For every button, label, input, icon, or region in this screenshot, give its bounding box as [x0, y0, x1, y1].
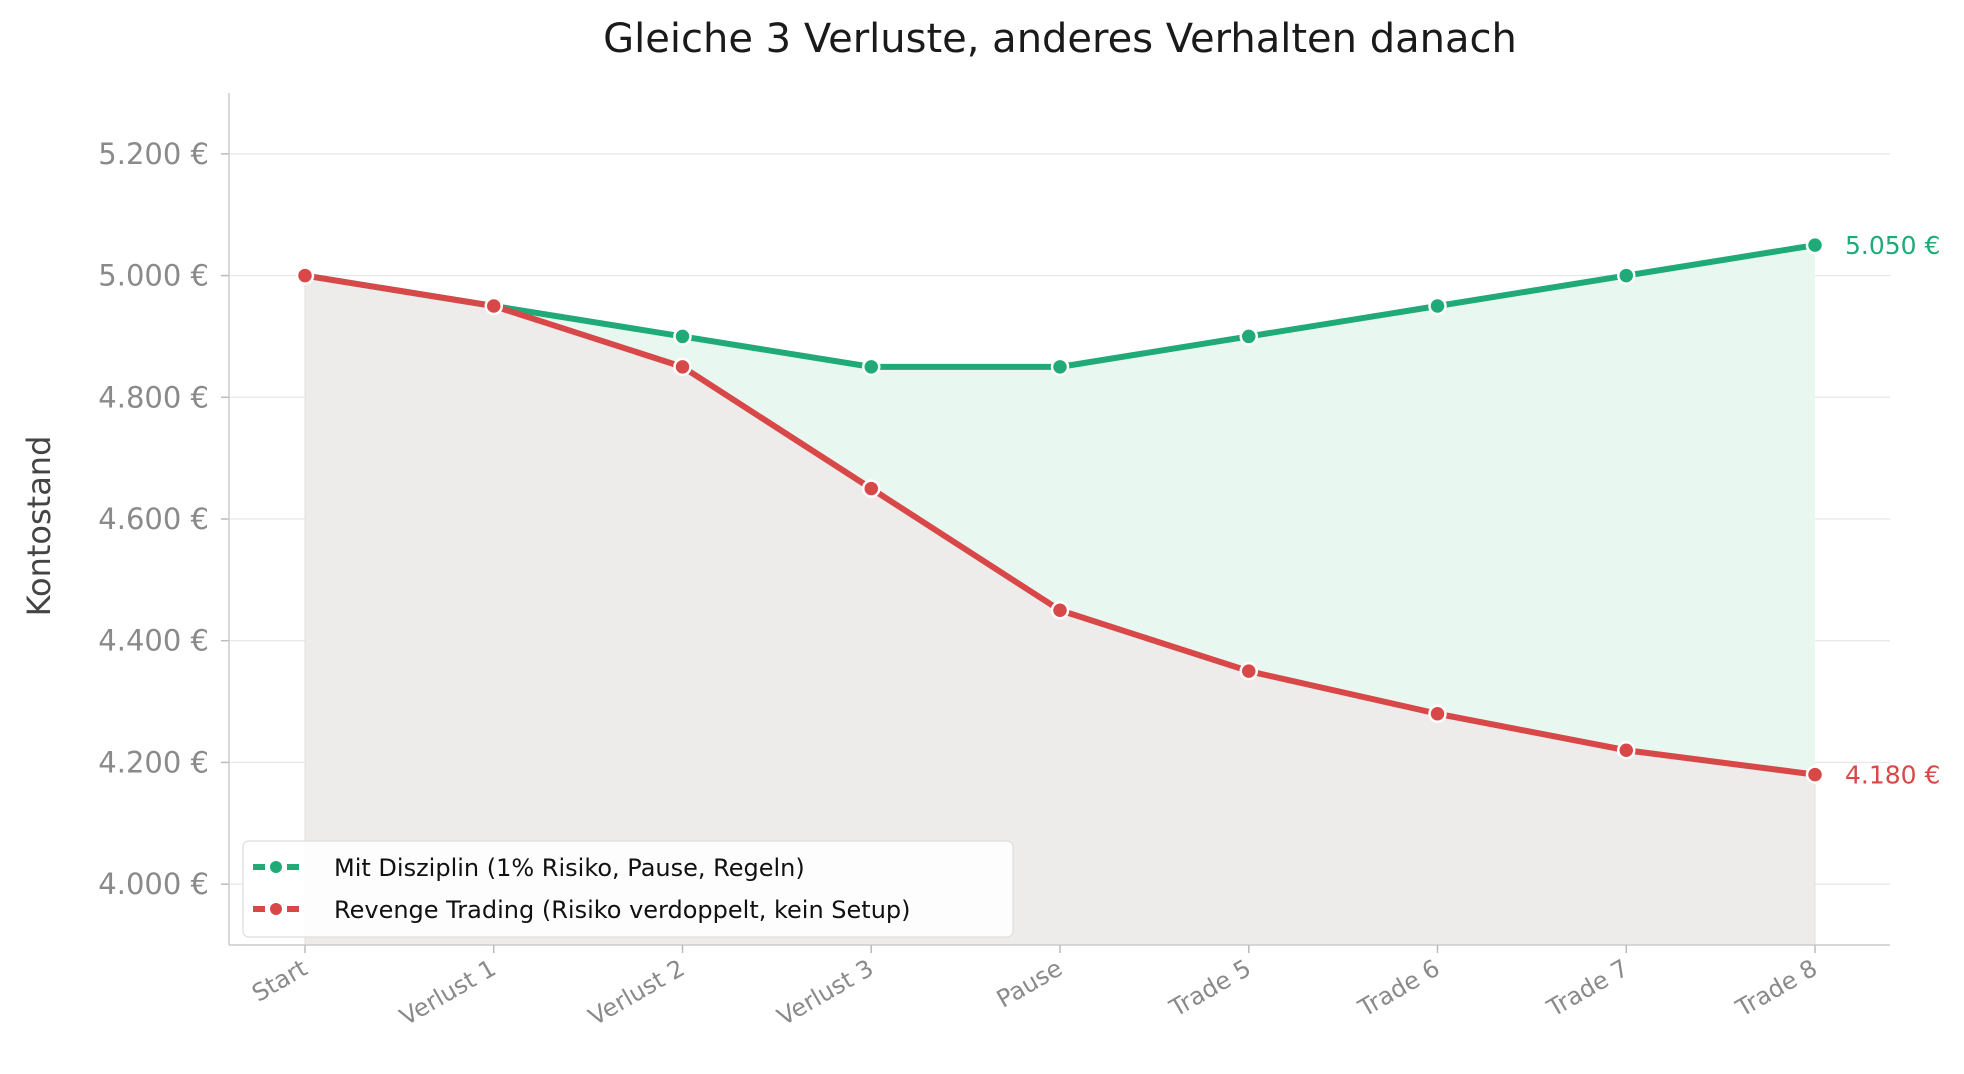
point-revenge	[1805, 765, 1825, 784]
axes	[221, 93, 1890, 953]
point-disziplin	[1050, 357, 1070, 377]
y-tick-labels: 4.000 € 4.200 € 4.400 € 4.600 € 4.800 € 5.000…	[98, 137, 209, 901]
y-tick-label: 4.000 €	[98, 867, 209, 901]
point-revenge	[295, 266, 315, 285]
point-disziplin	[1617, 266, 1636, 285]
x-tick-label: Verlust 2	[584, 954, 690, 1031]
y-tick-label: 5.200 €	[98, 137, 209, 171]
point-revenge	[1050, 601, 1070, 620]
point-revenge	[862, 479, 881, 498]
y-tick-label: 4.400 €	[98, 624, 209, 658]
x-tick-label: Trade 7	[1542, 954, 1634, 1023]
end-label-disziplin: 5.050 €	[1845, 231, 1940, 260]
point-revenge	[1617, 741, 1636, 760]
x-tick-label: Verlust 3	[773, 954, 879, 1031]
legend-swatch-marker	[268, 859, 284, 875]
y-tick-label: 4.800 €	[98, 380, 209, 414]
legend-box	[242, 840, 1014, 938]
point-disziplin	[1805, 235, 1825, 255]
end-labels: 5.050 € 4.180 €	[1845, 231, 1940, 789]
x-tick-labels: Start Verlust 1 Verlust 2 Verlust 3 Pause Tra…	[247, 954, 1822, 1031]
series-lines	[295, 235, 1825, 784]
point-disziplin	[1239, 327, 1258, 346]
point-revenge	[673, 357, 692, 377]
legend-label: Mit Disziplin (1% Risiko, Pause, Regeln)	[334, 854, 805, 882]
legend: Mit Disziplin (1% Risiko, Pause, Regeln)…	[242, 840, 1014, 938]
point-disziplin	[673, 327, 692, 346]
point-revenge	[1428, 704, 1447, 723]
point-revenge	[1239, 661, 1258, 681]
x-tick-label: Trade 6	[1353, 954, 1445, 1023]
chart-title: Gleiche 3 Verluste, anderes Verhalten da…	[603, 16, 1517, 62]
x-tick-label: Trade 5	[1164, 954, 1256, 1023]
y-tick-label: 5.000 €	[98, 259, 209, 293]
y-tick-label: 4.200 €	[98, 745, 209, 779]
end-label-revenge: 4.180 €	[1845, 761, 1940, 790]
y-axis-label: Kontostand	[20, 436, 58, 617]
x-tick-label: Trade 8	[1730, 954, 1822, 1023]
x-tick-label: Verlust 1	[395, 954, 501, 1031]
fill-areas	[304, 245, 1816, 946]
y-tick-label: 4.600 €	[98, 502, 209, 536]
legend-swatch-marker	[268, 901, 284, 917]
x-tick-label: Pause	[992, 954, 1067, 1014]
point-revenge	[484, 296, 503, 316]
point-disziplin	[862, 357, 881, 377]
fill-between-series	[305, 245, 1815, 775]
point-disziplin	[1428, 296, 1447, 316]
legend-label: Revenge Trading (Risiko verdoppelt, kein…	[334, 896, 911, 924]
x-tick-label: Start	[247, 954, 312, 1008]
